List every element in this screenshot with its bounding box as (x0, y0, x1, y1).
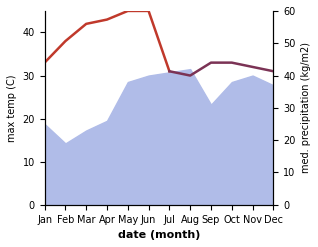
Y-axis label: max temp (C): max temp (C) (7, 74, 17, 142)
Y-axis label: med. precipitation (kg/m2): med. precipitation (kg/m2) (301, 42, 311, 173)
X-axis label: date (month): date (month) (118, 230, 200, 240)
